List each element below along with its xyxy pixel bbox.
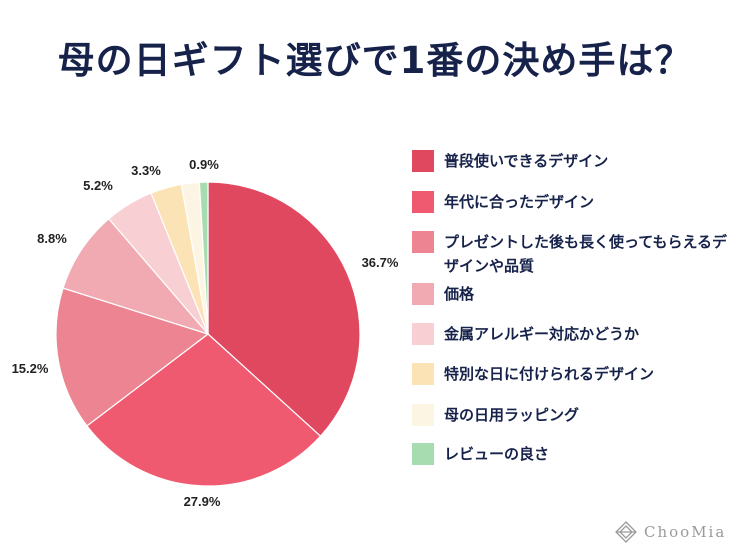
brand-name: ChooMia [644, 523, 727, 541]
legend-label: 特別な日に付けられるデザイン [444, 365, 655, 383]
slice-percentage-label: 3.3% [131, 163, 161, 178]
legend-item: レビューの良さ [412, 443, 734, 466]
pie-slice [62, 217, 210, 336]
legend-item: 金属アレルギー対応かどうか [412, 323, 734, 346]
legend-label: プレゼントした後も長く使ってもらえるデザインや品質 [444, 233, 728, 275]
legend-swatch [412, 323, 434, 345]
pie-slice [207, 181, 361, 438]
legend-item: 価格 [412, 283, 734, 306]
legend-swatch [412, 150, 434, 172]
slice-percentage-label: 8.8% [37, 231, 67, 246]
legend-label: 普段使いできるデザイン [444, 152, 609, 170]
legend-item: 特別な日に付けられるデザイン [412, 363, 734, 386]
legend-item: 年代に合ったデザイン [412, 191, 734, 214]
legend-item: プレゼントした後も長く使ってもらえるデザインや品質 [412, 231, 734, 278]
pie-slice [86, 333, 322, 487]
slice-percentage-label: 0.9% [189, 157, 219, 172]
legend-label: 母の日用ラッピング [444, 406, 580, 424]
legend-item: 母の日用ラッピング [412, 404, 734, 427]
slice-percentage-label: 36.7% [362, 255, 399, 270]
slice-percentage-label: 27.9% [184, 494, 221, 509]
brand-logo: ChooMia [614, 520, 726, 544]
legend-swatch [412, 283, 434, 305]
pie-slice [198, 181, 209, 335]
diamond-logo-icon [615, 521, 637, 543]
legend-swatch [412, 231, 434, 253]
page-title: 母の日ギフト選びで1番の決め手は？ [57, 39, 693, 82]
legend-swatch [412, 443, 434, 465]
legend-label: 年代に合ったデザイン [444, 193, 595, 211]
legend-swatch [412, 363, 434, 385]
legend-swatch [412, 404, 434, 426]
legend-label: 金属アレルギー対応かどうか [444, 325, 640, 343]
legend-swatch [412, 191, 434, 213]
slice-percentage-label: 5.2% [83, 178, 113, 193]
legend-label: 価格 [444, 285, 475, 303]
slice-percentage-label: 15.2% [12, 361, 49, 376]
legend-item: 普段使いできるデザイン [412, 150, 734, 173]
legend-label: レビューの良さ [444, 445, 550, 463]
